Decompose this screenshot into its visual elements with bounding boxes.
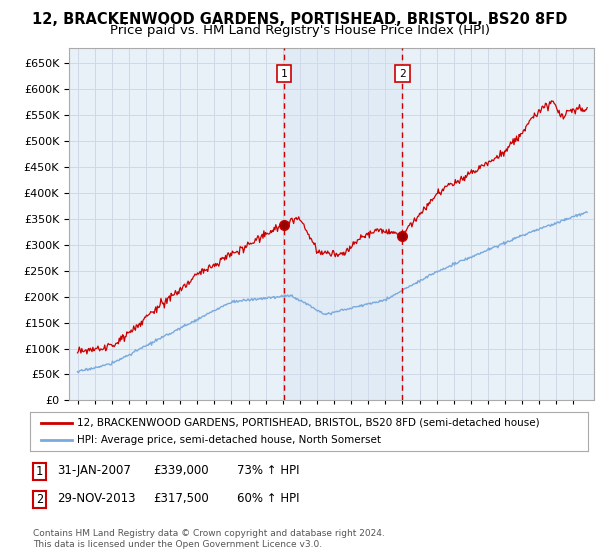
Bar: [284, 48, 403, 400]
Text: £317,500: £317,500: [153, 492, 209, 505]
Text: Price paid vs. HM Land Registry's House Price Index (HPI): Price paid vs. HM Land Registry's House …: [110, 24, 490, 36]
Text: Contains HM Land Registry data © Crown copyright and database right 2024.
This d: Contains HM Land Registry data © Crown c…: [33, 529, 385, 549]
Text: 29-NOV-2013: 29-NOV-2013: [57, 492, 136, 505]
Text: £339,000: £339,000: [153, 464, 209, 477]
Text: 1: 1: [36, 465, 43, 478]
Text: 73% ↑ HPI: 73% ↑ HPI: [237, 464, 299, 477]
Text: 31-JAN-2007: 31-JAN-2007: [57, 464, 131, 477]
Text: 12, BRACKENWOOD GARDENS, PORTISHEAD, BRISTOL, BS20 8FD (semi-detached house): 12, BRACKENWOOD GARDENS, PORTISHEAD, BRI…: [77, 418, 540, 428]
Text: 2: 2: [36, 493, 43, 506]
Text: 12, BRACKENWOOD GARDENS, PORTISHEAD, BRISTOL, BS20 8FD: 12, BRACKENWOOD GARDENS, PORTISHEAD, BRI…: [32, 12, 568, 27]
Text: HPI: Average price, semi-detached house, North Somerset: HPI: Average price, semi-detached house,…: [77, 435, 382, 445]
Text: 2: 2: [399, 68, 406, 78]
Text: 1: 1: [281, 68, 287, 78]
Text: 60% ↑ HPI: 60% ↑ HPI: [237, 492, 299, 505]
